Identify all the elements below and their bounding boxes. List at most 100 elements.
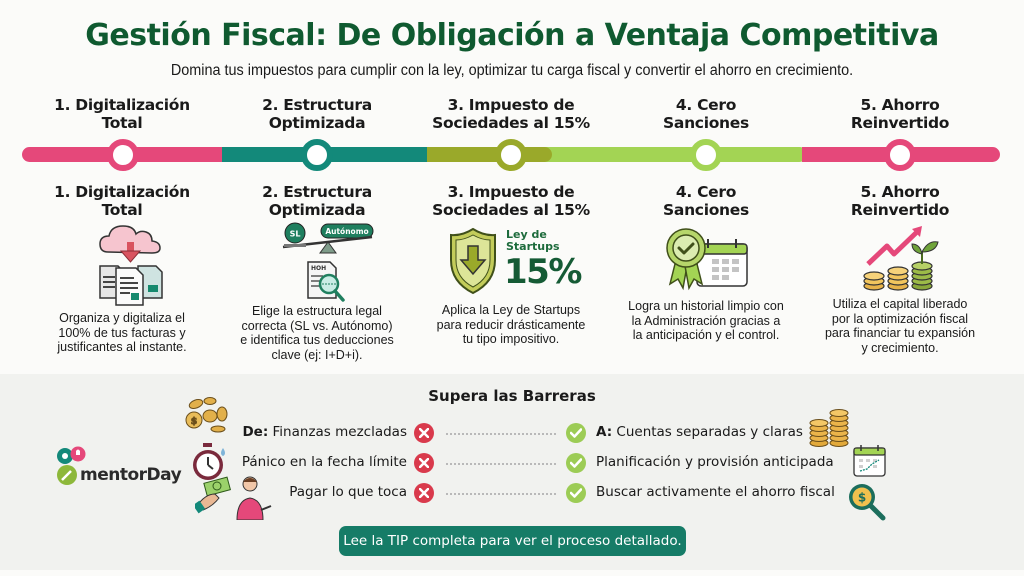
- barrier-to-1: A: Cuentas separadas y claras: [596, 421, 816, 445]
- to-label: Buscar activamente el ahorro fiscal: [596, 484, 835, 500]
- barrier-to-2: Planificación y provisión anticipada: [596, 451, 846, 475]
- doc-label: HOH: [311, 265, 326, 272]
- step-title-5: 5. Ahorro Reinvertido: [805, 183, 995, 219]
- step-label-line1: 5. Ahorro: [860, 96, 940, 114]
- svg-text:$: $: [858, 491, 866, 505]
- step-title-line1: 3. Impuesto de: [447, 183, 575, 201]
- scale-label-sl: SL: [290, 230, 301, 239]
- desc-line: la Administración gracias a: [631, 313, 781, 328]
- law-label-line2: Startups: [506, 240, 560, 253]
- step-description-2: Elige la estructura legal correcta (SL v…: [217, 304, 417, 362]
- step-description-1: Organiza y digitaliza el 100% de tus fac…: [22, 311, 222, 355]
- desc-line: la anticipación y el control.: [632, 328, 780, 342]
- step-title-line1: 2. Estructura: [262, 183, 372, 201]
- timeline-label-5: 5. Ahorro Reinvertido: [805, 96, 995, 132]
- timeline-node-1[interactable]: [107, 139, 139, 171]
- step-title-line1: 1. Digitalización: [54, 183, 190, 201]
- step-title-2: 2. Estructura Optimizada: [222, 183, 412, 219]
- from-label: Pánico en la fecha límite: [241, 454, 407, 470]
- stopwatch-icon: [190, 442, 230, 482]
- mentorday-logo-text: mentorDay: [80, 465, 182, 485]
- law-label-line1: Ley de: [506, 228, 547, 241]
- step-label-line2: Reinvertido: [850, 114, 950, 132]
- step-label-line1: 2. Estructura: [262, 96, 372, 114]
- step-title-line2: Reinvertido: [850, 201, 950, 219]
- barrier-to-3: Buscar activamente el ahorro fiscal: [596, 481, 846, 505]
- from-prefix: De:: [242, 424, 269, 440]
- step-label-line1: 4. Cero: [675, 96, 737, 114]
- step-title-line2: Sanciones: [663, 201, 749, 219]
- step-label-line2: Optimizada: [268, 114, 366, 132]
- check-circle-icon: [566, 483, 586, 503]
- timeline-label-3: 3. Impuesto de Sociedades al 15%: [416, 96, 606, 132]
- desc-line: correcta (SL vs. Autónomo): [241, 318, 393, 333]
- dotted-connector: [446, 463, 556, 465]
- balance-scale-icon: SL Autónomo HOH: [278, 222, 378, 312]
- timeline-node-4[interactable]: [690, 139, 722, 171]
- to-label: Cuentas separadas y claras: [612, 424, 803, 440]
- timeline-segment-olive: [427, 147, 552, 162]
- desc-line: tu tipo impositivo.: [462, 332, 560, 346]
- dollar-magnifier-icon: $: [846, 481, 888, 523]
- step-label-line2: Sanciones: [663, 114, 749, 132]
- barrier-from-text: Pánico en la fecha límite: [242, 454, 407, 470]
- cloud-download-documents-icon: [94, 222, 170, 308]
- timeline-node-2[interactable]: [301, 139, 333, 171]
- barrier-from-3: Pagar lo que toca: [200, 481, 407, 505]
- timeline-label-1: 1. Digitalización Total: [27, 96, 217, 132]
- desc-line: Organiza y digitaliza el: [59, 311, 185, 325]
- step-label-line1: 1. Digitalización: [54, 96, 190, 114]
- from-label: Pagar lo que toca: [289, 484, 407, 500]
- desc-line: Elige la estructura legal: [252, 304, 382, 318]
- paying-person-icon: [192, 474, 275, 521]
- read-full-tip-button[interactable]: Lee la TIP completa para ver el proceso …: [339, 526, 686, 556]
- page-title: Gestión Fiscal: De Obligación a Ventaja …: [85, 18, 939, 53]
- dotted-connector: [446, 433, 556, 435]
- svg-text:$: $: [191, 417, 197, 427]
- step-title-4: 4. Cero Sanciones: [611, 183, 801, 219]
- mentorday-logo-icon: [56, 446, 86, 488]
- step-title-3: 3. Impuesto de Sociedades al 15%: [416, 183, 606, 219]
- barrier-from-text: Pagar lo que toca: [289, 484, 407, 500]
- desc-line: clave (ej: I+D+i).: [271, 347, 363, 362]
- step-title-line2: Optimizada: [268, 201, 366, 219]
- barriers-title: Supera las Barreras: [428, 387, 596, 405]
- timeline-node-5[interactable]: [884, 139, 916, 171]
- step-label-line1: 3. Impuesto de: [447, 96, 575, 114]
- award-calendar-icon: [662, 226, 752, 294]
- barrier-to-text: Planificación y provisión anticipada: [596, 454, 834, 470]
- coin-stacks-icon: [808, 406, 852, 448]
- scale-label-autonomo: Autónomo: [325, 227, 368, 236]
- desc-line: para reducir drásticamente: [436, 317, 586, 332]
- timeline-label-4: 4. Cero Sanciones: [611, 96, 801, 132]
- shield-down-arrow-icon: Ley de Startups 15%: [448, 226, 588, 298]
- step-description-5: Utiliza el capital liberado por la optim…: [800, 297, 1000, 355]
- page-subtitle: Domina tus impuestos para cumplir con la…: [170, 62, 854, 79]
- step-label-line2: Total: [101, 114, 143, 132]
- step-title-line1: 4. Cero: [675, 183, 737, 201]
- timeline-node-3[interactable]: [495, 139, 527, 171]
- desc-line: e identifica tus deducciones: [240, 333, 394, 347]
- timeline-segment-join: [222, 147, 232, 162]
- timeline-label-2: 2. Estructura Optimizada: [222, 96, 412, 132]
- dotted-connector: [446, 493, 556, 495]
- desc-line: justificantes al instante.: [57, 340, 187, 354]
- barrier-from-2: Pánico en la fecha límite: [200, 451, 407, 475]
- step-title-line2: Total: [101, 201, 143, 219]
- desc-line: 100% de tus facturas y: [58, 325, 186, 340]
- check-circle-icon: [566, 453, 586, 473]
- desc-line: para financiar tu expansión: [824, 326, 976, 340]
- to-label: Planificación y provisión anticipada: [596, 454, 834, 470]
- barrier-to-text: Buscar activamente el ahorro fiscal: [596, 484, 835, 500]
- rate-15-percent: 15%: [504, 252, 582, 292]
- x-circle-icon: [414, 453, 434, 473]
- check-circle-icon: [566, 423, 586, 443]
- scattered-coins-icon: $: [180, 396, 230, 438]
- step-title-line1: 5. Ahorro: [860, 183, 940, 201]
- barrier-from-text: De: Finanzas mezcladas: [242, 424, 407, 440]
- desc-line: Logra un historial limpio con: [628, 299, 784, 313]
- barrier-from-1: De: Finanzas mezcladas: [200, 421, 407, 445]
- timeline-bar: [22, 147, 1000, 162]
- step-description-3: Aplica la Ley de Startups para reducir d…: [411, 303, 611, 347]
- planning-calendar-icon: [852, 443, 888, 479]
